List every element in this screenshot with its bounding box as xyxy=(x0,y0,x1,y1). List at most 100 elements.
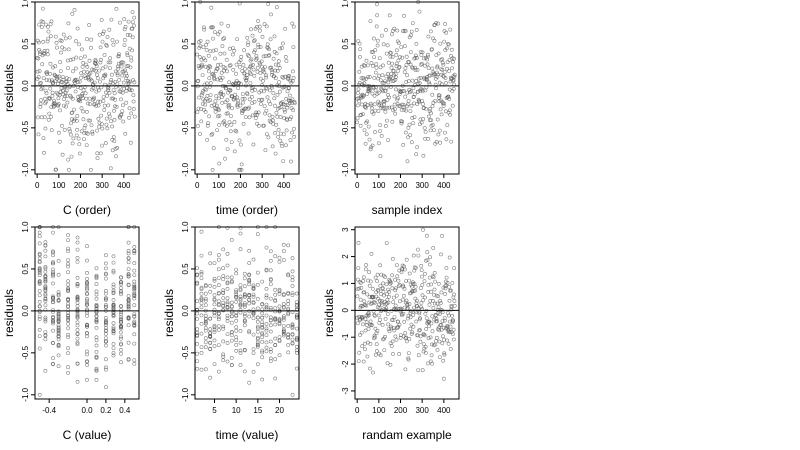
data-point xyxy=(409,103,414,108)
data-point xyxy=(363,347,367,352)
data-point xyxy=(270,114,275,119)
data-point xyxy=(126,301,131,306)
data-point xyxy=(119,330,123,335)
data-point xyxy=(400,119,405,124)
data-point xyxy=(60,123,64,128)
data-point xyxy=(75,340,80,345)
data-point xyxy=(240,92,245,97)
data-point xyxy=(216,369,221,374)
data-point xyxy=(75,309,80,314)
data-point xyxy=(132,114,137,119)
data-point xyxy=(37,273,42,278)
data-point xyxy=(229,114,233,119)
data-point xyxy=(446,94,451,99)
data-point xyxy=(40,25,44,29)
data-point xyxy=(386,138,391,143)
data-point xyxy=(451,78,456,83)
data-point xyxy=(406,351,411,356)
data-point xyxy=(98,151,103,156)
data-point xyxy=(211,36,215,41)
data-point xyxy=(127,33,132,38)
data-point xyxy=(94,366,99,371)
data-point xyxy=(357,350,362,355)
x-tick-label: 400 xyxy=(437,181,451,190)
data-points xyxy=(195,0,297,172)
data-point xyxy=(126,316,131,321)
data-point xyxy=(447,108,452,113)
data-point xyxy=(253,88,258,92)
data-point xyxy=(258,76,263,81)
data-point xyxy=(374,2,379,7)
data-point xyxy=(75,327,80,332)
data-point xyxy=(71,57,76,62)
data-point xyxy=(118,89,123,94)
data-point xyxy=(119,280,123,285)
data-point xyxy=(389,280,393,285)
data-point xyxy=(404,335,409,340)
data-point xyxy=(281,304,286,309)
data-point xyxy=(100,126,105,131)
data-point xyxy=(444,275,449,280)
data-point xyxy=(262,104,267,109)
data-point xyxy=(256,45,261,50)
data-point xyxy=(111,346,116,351)
data-point xyxy=(95,156,100,161)
data-point xyxy=(277,105,282,110)
data-point xyxy=(282,107,287,112)
data-point xyxy=(119,312,123,317)
data-point xyxy=(435,75,440,79)
data-point xyxy=(234,62,239,67)
data-point xyxy=(261,54,266,59)
data-point xyxy=(389,105,394,110)
data-point xyxy=(208,261,213,266)
data-point xyxy=(219,70,224,75)
data-point xyxy=(356,91,360,95)
data-point xyxy=(75,295,80,300)
data-point xyxy=(286,312,291,317)
data-point xyxy=(238,303,243,308)
data-point xyxy=(426,114,431,119)
data-point xyxy=(102,53,107,57)
data-point xyxy=(97,32,102,37)
data-point xyxy=(96,116,101,121)
data-point xyxy=(232,120,237,124)
data-point xyxy=(414,56,419,60)
data-point xyxy=(224,123,229,128)
data-point xyxy=(86,101,90,106)
data-point xyxy=(268,318,273,322)
data-point xyxy=(273,322,278,327)
data-point xyxy=(364,92,369,97)
data-point xyxy=(246,54,251,58)
x-axis-label: sample index xyxy=(372,203,443,217)
data-point xyxy=(366,313,371,318)
data-point xyxy=(238,348,243,353)
data-point xyxy=(423,344,428,349)
data-point xyxy=(199,331,204,336)
data-point xyxy=(268,296,273,301)
data-point xyxy=(251,39,256,44)
data-point xyxy=(282,109,287,114)
data-point xyxy=(218,62,223,67)
data-point xyxy=(37,230,42,235)
data-point xyxy=(132,80,137,85)
data-point xyxy=(221,354,226,359)
y-tick-label: -0.5 xyxy=(341,120,350,134)
plot-frame xyxy=(354,226,460,400)
data-point xyxy=(418,339,423,344)
data-point xyxy=(195,359,200,364)
data-point xyxy=(265,42,270,47)
data-point xyxy=(377,101,382,106)
data-point xyxy=(203,367,208,372)
data-point xyxy=(374,294,379,299)
data-point xyxy=(85,282,89,287)
data-point xyxy=(221,266,226,271)
data-point xyxy=(425,62,430,67)
data-point xyxy=(368,341,373,346)
data-point xyxy=(238,307,243,312)
data-point xyxy=(426,66,431,71)
data-point xyxy=(126,340,131,345)
data-point xyxy=(56,290,61,295)
data-point xyxy=(229,122,234,127)
data-point xyxy=(427,80,431,85)
